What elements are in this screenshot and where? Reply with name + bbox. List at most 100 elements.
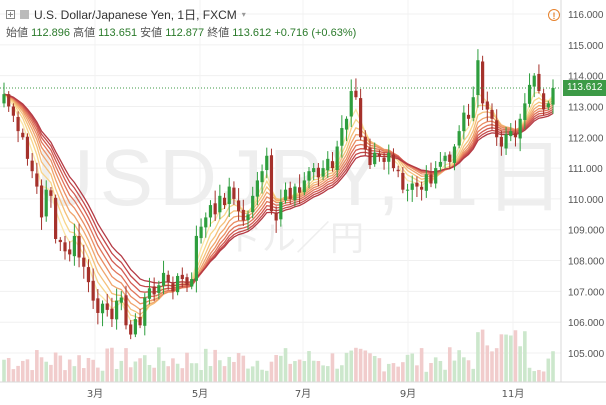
volume-bar xyxy=(58,355,63,382)
candle-body xyxy=(537,73,541,92)
volume-bar xyxy=(391,363,396,382)
candle-body xyxy=(401,172,405,190)
volume-bar xyxy=(91,359,95,382)
grid xyxy=(0,0,561,382)
volume-bar xyxy=(114,368,119,382)
volume-bar xyxy=(222,366,227,382)
volume-bar xyxy=(513,330,518,382)
volume-bar xyxy=(246,368,250,382)
volume-bar xyxy=(302,361,307,382)
candle-body xyxy=(100,303,105,314)
last-price-label: 113.612 xyxy=(563,80,606,96)
candle-body xyxy=(349,91,353,117)
alert-clock-icon[interactable]: ! xyxy=(548,9,560,21)
candle-body xyxy=(302,180,306,193)
volume-bar xyxy=(260,369,264,382)
candle-body xyxy=(208,205,213,218)
volume-bar xyxy=(546,358,551,382)
volume-bar xyxy=(185,352,189,382)
candle-body xyxy=(25,136,30,159)
candle-body xyxy=(227,186,231,205)
candle-body xyxy=(82,257,86,267)
candle-body xyxy=(551,87,555,105)
volume-bar xyxy=(100,370,105,382)
candle-body xyxy=(72,235,76,257)
y-tick-label: 114.000 xyxy=(568,72,604,83)
candle-body xyxy=(232,187,236,199)
candle-body xyxy=(335,146,339,171)
candle-body xyxy=(279,202,283,220)
y-tick-label: 112.000 xyxy=(568,133,604,144)
volume-bar xyxy=(2,359,6,382)
volume-bar xyxy=(11,369,16,382)
volume-bar xyxy=(213,349,217,382)
candle-body xyxy=(2,94,6,104)
symbol-title[interactable]: U.S. Dollar/Japanese Yen, 1日, FXCM xyxy=(34,7,237,22)
moving-average-line xyxy=(3,93,554,311)
candle-body xyxy=(115,300,119,320)
volume-bars xyxy=(2,329,555,382)
candle-body xyxy=(171,283,175,292)
volume-bar xyxy=(255,360,260,382)
volume-bar xyxy=(86,357,91,382)
expand-icon[interactable] xyxy=(6,9,15,19)
candle-body xyxy=(354,90,358,98)
volume-bar xyxy=(16,365,20,382)
volume-bar xyxy=(157,347,161,382)
candle-body xyxy=(255,180,259,197)
y-tick-label: 110.000 xyxy=(568,195,604,206)
volume-bar xyxy=(410,353,415,382)
volume-bar xyxy=(189,363,194,382)
candle-body xyxy=(368,147,372,166)
volume-bar xyxy=(236,353,241,382)
candle-body xyxy=(35,173,39,187)
volume-bar xyxy=(39,357,44,382)
candle-body xyxy=(241,209,245,221)
candle-body xyxy=(147,288,152,299)
candle-body xyxy=(77,235,81,258)
candle-body xyxy=(58,239,62,243)
volume-bar xyxy=(175,363,180,382)
volume-bar xyxy=(382,371,386,382)
moving-average-line xyxy=(3,93,554,284)
volume-bar xyxy=(49,364,53,382)
volume-bar xyxy=(476,332,480,382)
candle-body xyxy=(448,154,452,162)
candle-body xyxy=(54,197,58,239)
candle-body xyxy=(49,190,53,196)
volume-bar xyxy=(363,350,368,382)
candle-body xyxy=(16,116,20,132)
candle-body xyxy=(481,61,485,104)
low-label: 安値 xyxy=(140,27,163,39)
candle-body xyxy=(274,212,278,221)
x-tick-label: 11月 xyxy=(502,388,525,400)
candle-body xyxy=(476,60,480,96)
volume-bar xyxy=(105,348,110,382)
candle-body xyxy=(265,155,269,171)
volume-bar xyxy=(415,365,419,382)
volume-bar xyxy=(433,357,438,382)
volume-bar xyxy=(241,355,246,382)
close-value: 113.612 xyxy=(232,27,272,39)
candle-body xyxy=(495,120,499,138)
candle-body xyxy=(509,131,513,137)
volume-bar xyxy=(311,360,316,382)
y-tick-label: 105.000 xyxy=(568,349,605,360)
candle-body xyxy=(185,277,189,286)
candle-body xyxy=(7,94,11,107)
candle-body xyxy=(344,118,349,130)
candle-body xyxy=(260,171,264,183)
volume-bar xyxy=(368,353,372,382)
volume-bar xyxy=(124,348,128,382)
chart-header: U.S. Dollar/Japanese Yen, 1日, FXCM ▾ 始値 … xyxy=(6,6,356,40)
moving-average-line xyxy=(3,91,554,324)
chevron-down-icon[interactable]: ▾ xyxy=(241,9,246,19)
ohlc-values: 始値 112.896 高値 113.651 安値 112.877 終値 113.… xyxy=(6,24,356,40)
candle-body xyxy=(138,316,142,326)
volume-bar xyxy=(67,359,72,382)
candle-body xyxy=(499,136,503,147)
volume-bar xyxy=(335,368,339,382)
y-tick-label: 107.000 xyxy=(568,287,605,298)
volume-bar xyxy=(457,350,461,382)
